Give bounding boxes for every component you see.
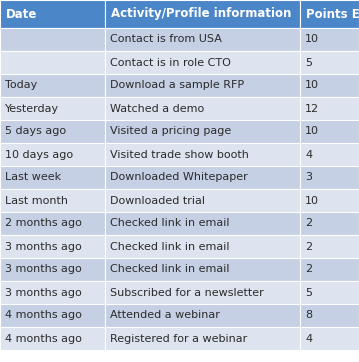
Text: Contact is in role CTO: Contact is in role CTO bbox=[110, 58, 231, 67]
Bar bbox=[105, 235, 300, 258]
Bar bbox=[0, 120, 105, 143]
Bar bbox=[300, 281, 359, 304]
Bar bbox=[300, 189, 359, 212]
Bar bbox=[0, 74, 105, 97]
Text: 4 months ago: 4 months ago bbox=[5, 333, 82, 344]
Text: 4: 4 bbox=[305, 333, 312, 344]
Bar bbox=[0, 28, 105, 51]
Bar bbox=[105, 51, 300, 74]
Bar bbox=[105, 258, 300, 281]
Bar bbox=[0, 235, 105, 258]
Text: Checked link in email: Checked link in email bbox=[110, 219, 229, 228]
Bar bbox=[105, 281, 300, 304]
Text: 2: 2 bbox=[305, 241, 312, 252]
Text: Visited trade show booth: Visited trade show booth bbox=[110, 150, 249, 160]
Text: 2 months ago: 2 months ago bbox=[5, 219, 82, 228]
Bar bbox=[0, 0, 105, 28]
Text: Visited a pricing page: Visited a pricing page bbox=[110, 126, 231, 136]
Text: Activity/Profile information: Activity/Profile information bbox=[111, 8, 292, 21]
Bar bbox=[0, 51, 105, 74]
Text: 10: 10 bbox=[305, 80, 319, 90]
Text: 3 months ago: 3 months ago bbox=[5, 265, 82, 274]
Bar bbox=[300, 51, 359, 74]
Text: Registered for a webinar: Registered for a webinar bbox=[110, 333, 247, 344]
Bar bbox=[300, 166, 359, 189]
Bar bbox=[105, 28, 300, 51]
Text: Last month: Last month bbox=[5, 195, 68, 206]
Text: 5: 5 bbox=[305, 58, 312, 67]
Bar bbox=[105, 166, 300, 189]
Bar bbox=[0, 281, 105, 304]
Text: Last week: Last week bbox=[5, 173, 61, 182]
Bar bbox=[300, 28, 359, 51]
Bar bbox=[105, 97, 300, 120]
Text: 10: 10 bbox=[305, 34, 319, 45]
Text: 3 months ago: 3 months ago bbox=[5, 241, 82, 252]
Text: Watched a demo: Watched a demo bbox=[110, 104, 204, 114]
Text: 3 months ago: 3 months ago bbox=[5, 287, 82, 298]
Bar bbox=[105, 143, 300, 166]
Text: Checked link in email: Checked link in email bbox=[110, 265, 229, 274]
Bar bbox=[105, 327, 300, 350]
Text: 4 months ago: 4 months ago bbox=[5, 311, 82, 320]
Bar bbox=[105, 189, 300, 212]
Text: Subscribed for a newsletter: Subscribed for a newsletter bbox=[110, 287, 264, 298]
Bar bbox=[0, 304, 105, 327]
Bar bbox=[300, 327, 359, 350]
Bar bbox=[105, 304, 300, 327]
Text: Download a sample RFP: Download a sample RFP bbox=[110, 80, 244, 90]
Bar bbox=[105, 74, 300, 97]
Text: Yesterday: Yesterday bbox=[5, 104, 59, 114]
Text: 2: 2 bbox=[305, 265, 312, 274]
Bar bbox=[300, 0, 359, 28]
Text: 10: 10 bbox=[305, 195, 319, 206]
Bar bbox=[0, 327, 105, 350]
Text: Today: Today bbox=[5, 80, 37, 90]
Text: 8: 8 bbox=[305, 311, 312, 320]
Text: 12: 12 bbox=[305, 104, 319, 114]
Bar bbox=[300, 74, 359, 97]
Text: Contact is from USA: Contact is from USA bbox=[110, 34, 222, 45]
Bar bbox=[105, 120, 300, 143]
Text: 2: 2 bbox=[305, 219, 312, 228]
Text: Attended a webinar: Attended a webinar bbox=[110, 311, 220, 320]
Bar bbox=[105, 212, 300, 235]
Text: Checked link in email: Checked link in email bbox=[110, 241, 229, 252]
Bar bbox=[300, 235, 359, 258]
Bar bbox=[0, 189, 105, 212]
Bar bbox=[0, 166, 105, 189]
Text: 5: 5 bbox=[305, 287, 312, 298]
Bar bbox=[300, 212, 359, 235]
Bar bbox=[0, 97, 105, 120]
Bar bbox=[105, 0, 300, 28]
Text: 10: 10 bbox=[305, 126, 319, 136]
Bar bbox=[300, 143, 359, 166]
Bar bbox=[300, 304, 359, 327]
Text: 10 days ago: 10 days ago bbox=[5, 150, 73, 160]
Bar bbox=[300, 258, 359, 281]
Text: Downloaded Whitepaper: Downloaded Whitepaper bbox=[110, 173, 248, 182]
Bar bbox=[0, 143, 105, 166]
Text: Date: Date bbox=[6, 8, 37, 21]
Text: 4: 4 bbox=[305, 150, 312, 160]
Bar bbox=[300, 97, 359, 120]
Bar bbox=[300, 120, 359, 143]
Text: Downloaded trial: Downloaded trial bbox=[110, 195, 205, 206]
Text: 5 days ago: 5 days ago bbox=[5, 126, 66, 136]
Bar bbox=[0, 258, 105, 281]
Bar bbox=[0, 212, 105, 235]
Text: Points Earned: Points Earned bbox=[306, 8, 359, 21]
Text: 3: 3 bbox=[305, 173, 312, 182]
